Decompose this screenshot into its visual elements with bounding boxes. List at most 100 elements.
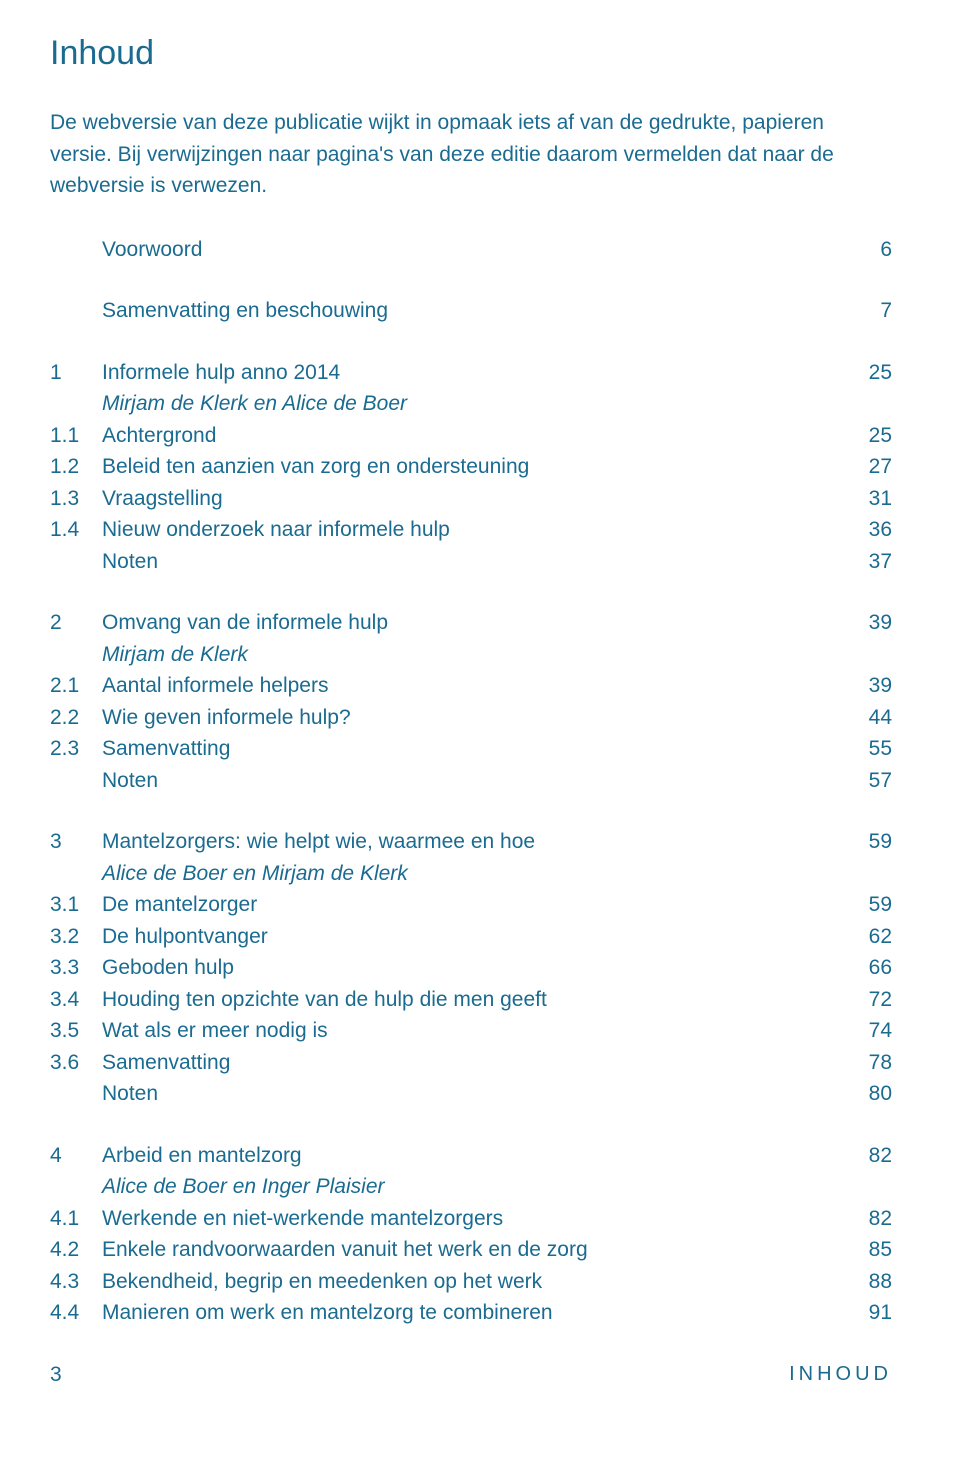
toc-title: Geboden hulp: [102, 952, 842, 984]
toc-row: Noten37: [50, 546, 892, 578]
toc-title: Noten: [102, 765, 842, 797]
toc-number: 3.4: [50, 984, 102, 1016]
toc-row: 4.2Enkele randvoorwaarden vanuit het wer…: [50, 1234, 892, 1266]
toc-row: Samenvatting en beschouwing7: [50, 295, 892, 327]
toc-number: 1: [50, 357, 102, 389]
toc-page: 62: [842, 921, 892, 953]
toc-page: 37: [842, 546, 892, 578]
toc-page: 80: [842, 1078, 892, 1110]
toc-row: 2.2Wie geven informele hulp?44: [50, 702, 892, 734]
toc-title: De mantelzorger: [102, 889, 842, 921]
toc-row: 2Omvang van de informele hulp39: [50, 607, 892, 639]
toc-title: Nieuw onderzoek naar informele hulp: [102, 514, 842, 546]
toc-title: Enkele randvoorwaarden vanuit het werk e…: [102, 1234, 842, 1266]
toc-row: Mirjam de Klerk en Alice de Boer: [50, 388, 892, 420]
toc-page: 55: [842, 733, 892, 765]
toc-row: Noten57: [50, 765, 892, 797]
toc-title: Omvang van de informele hulp: [102, 607, 842, 639]
toc-number: 1.3: [50, 483, 102, 515]
toc-row: 3.4Houding ten opzichte van de hulp die …: [50, 984, 892, 1016]
toc-title: Mantelzorgers: wie helpt wie, waarmee en…: [102, 826, 842, 858]
toc-row: 4Arbeid en mantelzorg82: [50, 1140, 892, 1172]
toc-number: 3.1: [50, 889, 102, 921]
toc-row: 3.5Wat als er meer nodig is74: [50, 1015, 892, 1047]
footer-page-number: 3: [50, 1359, 62, 1391]
toc-row: Mirjam de Klerk: [50, 639, 892, 671]
toc-page: 39: [842, 670, 892, 702]
toc-row: 3.6Samenvatting78: [50, 1047, 892, 1079]
toc-number: 1.2: [50, 451, 102, 483]
toc-number: 3.5: [50, 1015, 102, 1047]
toc-title: Noten: [102, 546, 842, 578]
toc-row: 1.1Achtergrond25: [50, 420, 892, 452]
toc-page: 82: [842, 1203, 892, 1235]
toc-page: 7: [842, 295, 892, 327]
toc-number: 3.6: [50, 1047, 102, 1079]
toc-page: 25: [842, 357, 892, 389]
toc-page: 39: [842, 607, 892, 639]
toc-title: Bekendheid, begrip en meedenken op het w…: [102, 1266, 842, 1298]
toc-row: Alice de Boer en Inger Plaisier: [50, 1171, 892, 1203]
toc-title: Manieren om werk en mantelzorg te combin…: [102, 1297, 842, 1329]
toc-page: 78: [842, 1047, 892, 1079]
toc-number: 1.4: [50, 514, 102, 546]
toc-author: Alice de Boer en Inger Plaisier: [102, 1171, 842, 1203]
toc-author: Alice de Boer en Mirjam de Klerk: [102, 858, 842, 890]
toc-row: Alice de Boer en Mirjam de Klerk: [50, 858, 892, 890]
toc-page: 25: [842, 420, 892, 452]
toc-row: 4.4Manieren om werk en mantelzorg te com…: [50, 1297, 892, 1329]
intro-paragraph: De webversie van deze publicatie wijkt i…: [50, 107, 870, 202]
toc-row: 1.3Vraagstelling31: [50, 483, 892, 515]
toc-number: 1.1: [50, 420, 102, 452]
toc-number: 2.2: [50, 702, 102, 734]
toc-title: Arbeid en mantelzorg: [102, 1140, 842, 1172]
toc-title: Samenvatting: [102, 1047, 842, 1079]
toc-page: 59: [842, 889, 892, 921]
toc-row: 4.3Bekendheid, begrip en meedenken op he…: [50, 1266, 892, 1298]
toc-row: 3.3Geboden hulp66: [50, 952, 892, 984]
toc-number: 3.3: [50, 952, 102, 984]
toc-page: 91: [842, 1297, 892, 1329]
toc-number: 2.1: [50, 670, 102, 702]
toc-page: 82: [842, 1140, 892, 1172]
toc-title: Wie geven informele hulp?: [102, 702, 842, 734]
toc-row: 1.4Nieuw onderzoek naar informele hulp36: [50, 514, 892, 546]
toc-title: Samenvatting: [102, 733, 842, 765]
toc-row: 1Informele hulp anno 201425: [50, 357, 892, 389]
toc-title: Werkende en niet-werkende mantelzorgers: [102, 1203, 842, 1235]
toc-number: 4.3: [50, 1266, 102, 1298]
toc-page: 57: [842, 765, 892, 797]
toc-title: Beleid ten aanzien van zorg en ondersteu…: [102, 451, 842, 483]
toc-number: 2.3: [50, 733, 102, 765]
toc-title: Wat als er meer nodig is: [102, 1015, 842, 1047]
toc-row: 1.2Beleid ten aanzien van zorg en onders…: [50, 451, 892, 483]
toc-row: 3.1De mantelzorger59: [50, 889, 892, 921]
toc-number: 3: [50, 826, 102, 858]
footer-label: INHOUD: [789, 1359, 892, 1391]
toc-author: Mirjam de Klerk en Alice de Boer: [102, 388, 842, 420]
page-title: Inhoud: [50, 28, 892, 79]
toc-number: 4.4: [50, 1297, 102, 1329]
toc-row: Voorwoord6: [50, 234, 892, 266]
toc-title: Noten: [102, 1078, 842, 1110]
toc-page: 66: [842, 952, 892, 984]
toc-title: Vraagstelling: [102, 483, 842, 515]
toc-number: 3.2: [50, 921, 102, 953]
toc-title: De hulpontvanger: [102, 921, 842, 953]
toc-title: Houding ten opzichte van de hulp die men…: [102, 984, 842, 1016]
toc-row: 4.1Werkende en niet-werkende mantelzorge…: [50, 1203, 892, 1235]
toc-row: 3.2De hulpontvanger62: [50, 921, 892, 953]
toc-page: 44: [842, 702, 892, 734]
toc-number: 4.1: [50, 1203, 102, 1235]
toc-page: 6: [842, 234, 892, 266]
toc-title: Samenvatting en beschouwing: [102, 295, 842, 327]
toc-page: 31: [842, 483, 892, 515]
toc-row: 2.1Aantal informele helpers39: [50, 670, 892, 702]
toc-page: 85: [842, 1234, 892, 1266]
toc-title: Informele hulp anno 2014: [102, 357, 842, 389]
toc-number: 2: [50, 607, 102, 639]
toc-row: 2.3Samenvatting55: [50, 733, 892, 765]
toc-number: 4: [50, 1140, 102, 1172]
toc-title: Aantal informele helpers: [102, 670, 842, 702]
toc-row: 3Mantelzorgers: wie helpt wie, waarmee e…: [50, 826, 892, 858]
